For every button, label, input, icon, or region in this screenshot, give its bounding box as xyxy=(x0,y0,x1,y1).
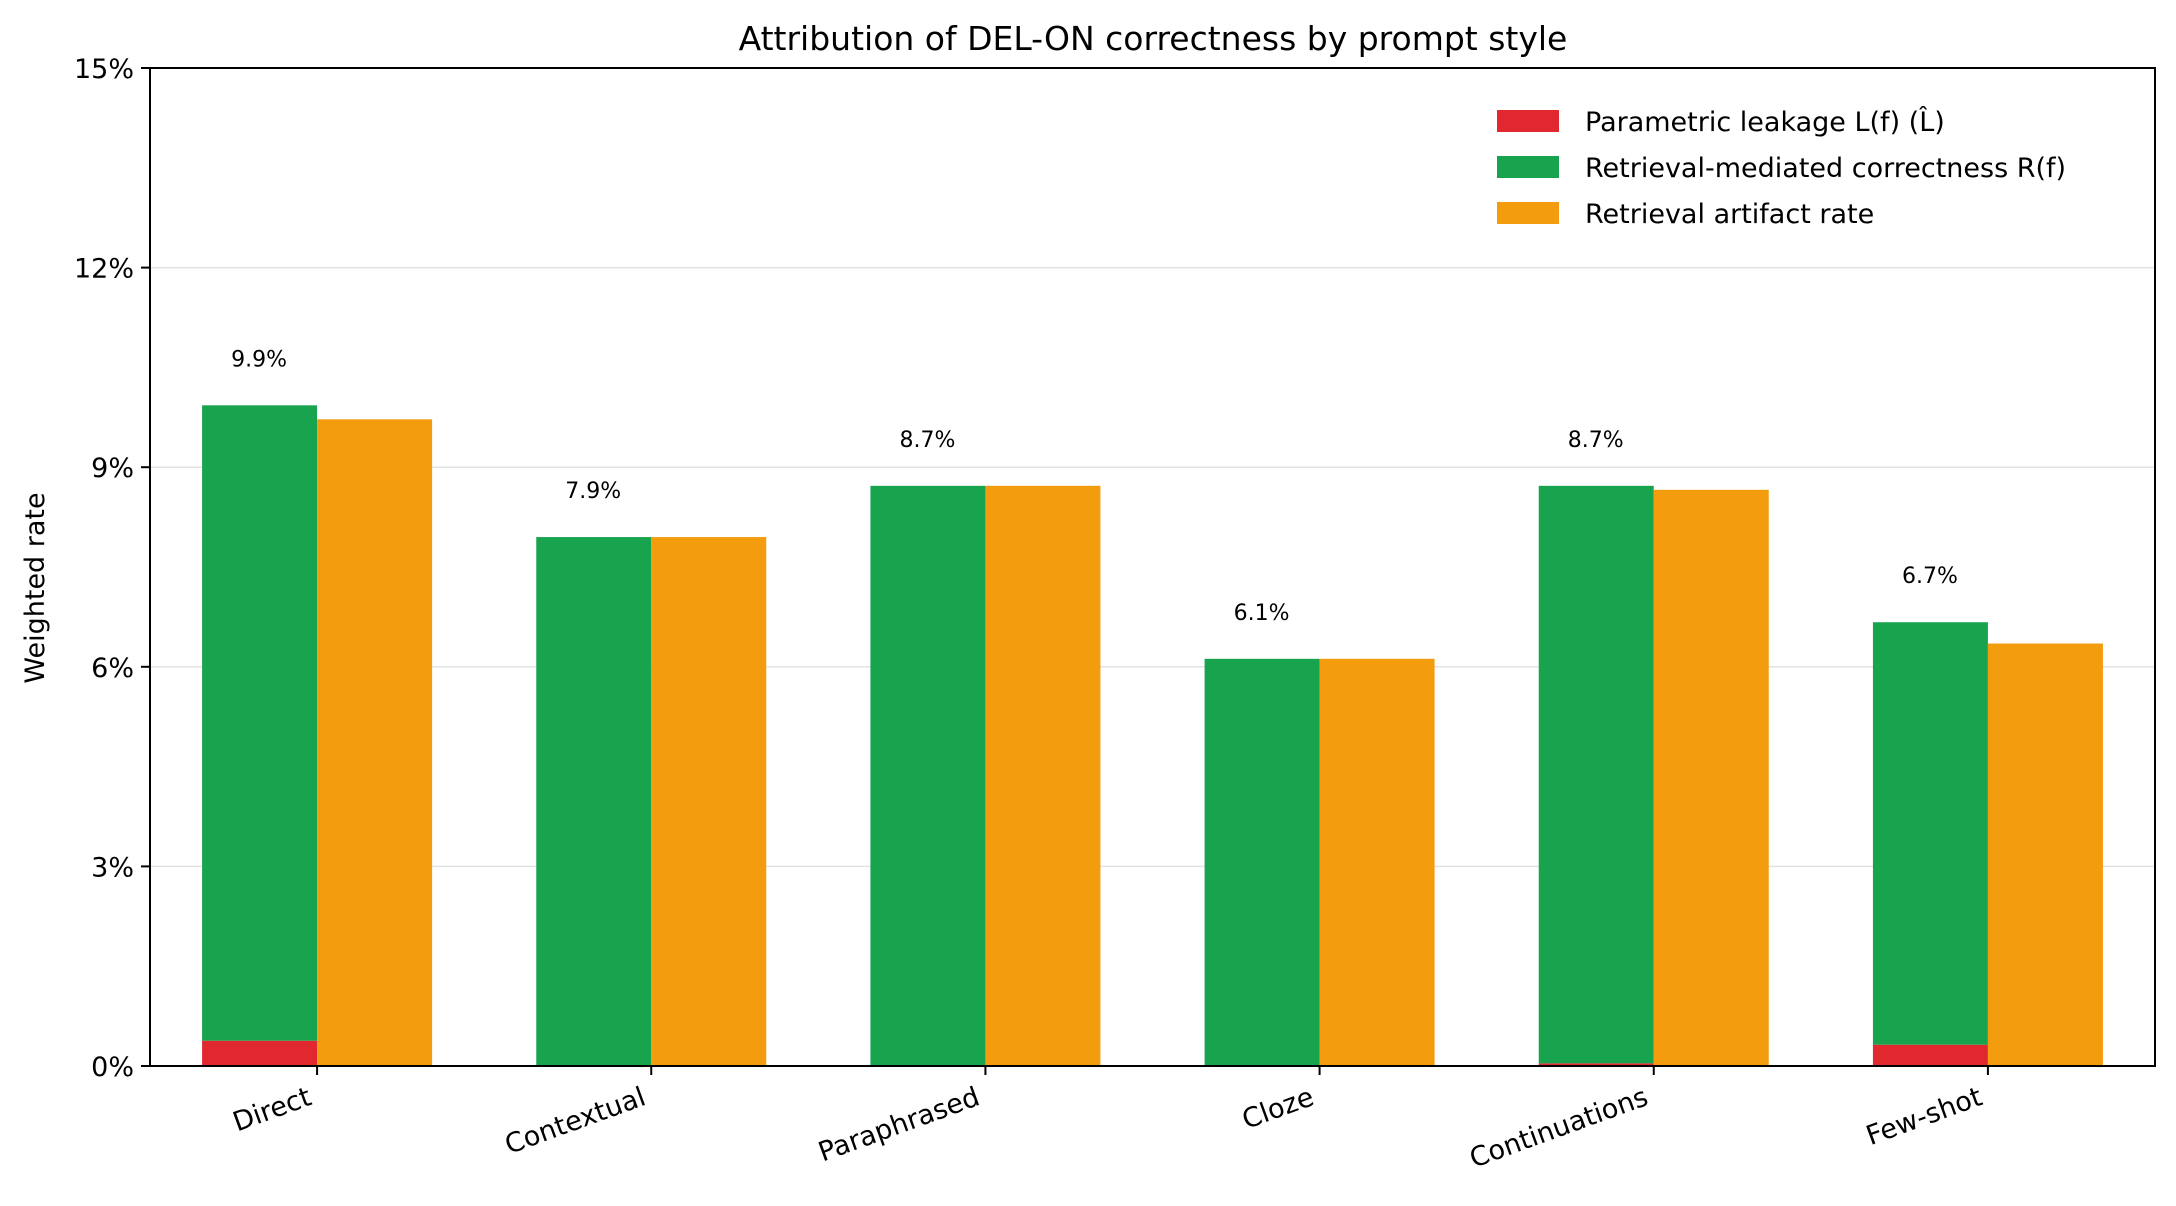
bar-value-label: 8.7% xyxy=(899,428,955,453)
bar-retrieval-mediated xyxy=(536,537,652,1066)
bar-value-label: 6.7% xyxy=(1902,564,1958,589)
y-tick-label: 0% xyxy=(91,1052,134,1083)
y-tick-label: 6% xyxy=(91,653,134,684)
bar-parametric-leakage xyxy=(202,1040,318,1066)
chart-title: Attribution of DEL-ON correctness by pro… xyxy=(739,19,1568,58)
bar-retrieval-artifact xyxy=(1653,489,1769,1067)
bar-value-label: 9.9% xyxy=(231,347,287,372)
bars xyxy=(202,405,2103,1067)
bar-value-label: 6.1% xyxy=(1234,601,1290,626)
bar-retrieval-mediated xyxy=(870,485,986,1066)
bar-retrieval-mediated xyxy=(1872,622,1988,1045)
legend-swatch xyxy=(1497,110,1559,132)
y-axis-label: Weighted rate xyxy=(20,492,51,683)
y-axis-ticks: 0% 3% 6% 9% 12% 15% xyxy=(74,54,150,1083)
legend-swatch xyxy=(1497,202,1559,224)
bar-retrieval-mediated xyxy=(202,405,318,1041)
bar-retrieval-artifact xyxy=(317,419,433,1066)
legend-swatch xyxy=(1497,156,1559,178)
y-tick-label: 9% xyxy=(91,453,134,484)
bar-retrieval-mediated xyxy=(1204,658,1320,1066)
legend: Parametric leakage L(f) (L̂) Retrieval-me… xyxy=(1497,106,2066,230)
gridlines xyxy=(150,266,2155,868)
bar-parametric-leakage xyxy=(1872,1044,1988,1066)
legend-label: Retrieval-mediated correctness R(f) xyxy=(1585,153,2066,184)
data-labels: 9.9% 7.9% 8.7% 6.1% 8.7% 6.7% xyxy=(231,347,1958,625)
bar-retrieval-artifact xyxy=(651,537,767,1066)
plot-frame xyxy=(149,67,2156,1067)
bar-retrieval-artifact xyxy=(985,485,1101,1066)
legend-label: Parametric leakage L(f) (L̂) xyxy=(1585,106,1945,138)
bar-retrieval-artifact xyxy=(1987,643,2103,1066)
bar-value-label: 7.9% xyxy=(565,479,621,504)
bar-retrieval-mediated xyxy=(1538,485,1654,1064)
y-tick-label: 15% xyxy=(74,54,134,85)
legend-label: Retrieval artifact rate xyxy=(1585,199,1874,230)
bar-retrieval-artifact xyxy=(1319,658,1435,1066)
bar-value-label: 8.7% xyxy=(1568,428,1624,453)
y-tick-label: 12% xyxy=(74,254,134,285)
bar-parametric-leakage xyxy=(1538,1063,1654,1066)
y-tick-label: 3% xyxy=(91,852,134,883)
